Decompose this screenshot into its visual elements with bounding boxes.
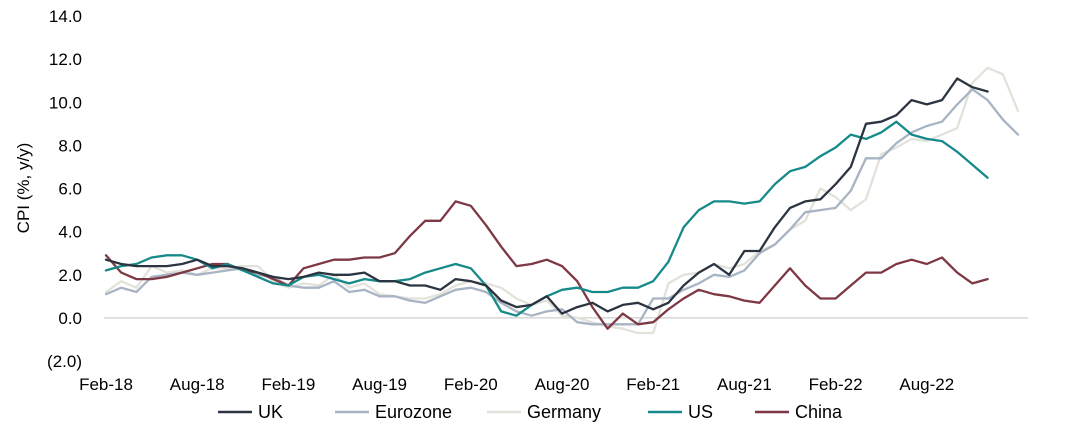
y-tick-label: 0.0 <box>58 309 82 328</box>
x-tick-label: Aug-19 <box>352 375 407 394</box>
x-tick-label: Feb-20 <box>444 375 498 394</box>
legend-item-us: US <box>648 402 713 422</box>
series-lines <box>104 66 1020 335</box>
x-tick-label: Aug-22 <box>899 375 954 394</box>
y-tick-label: 4.0 <box>58 223 82 242</box>
y-tick-label: 12.0 <box>49 50 82 69</box>
x-axis-ticks: Feb-18 Aug-18 Feb-19 Aug-19 Feb-20 Aug-20 Feb-… <box>79 375 954 394</box>
x-tick-label: Feb-19 <box>261 375 315 394</box>
x-tick-label: Feb-22 <box>809 375 863 394</box>
y-tick-label: 6.0 <box>58 180 82 199</box>
x-tick-label: Aug-20 <box>535 375 590 394</box>
legend-item-germany: Germany <box>487 402 601 422</box>
series-line-china <box>104 200 989 330</box>
series-line-eurozone <box>104 88 1020 326</box>
legend-item-eurozone: Eurozone <box>335 402 452 422</box>
y-tick-label: 2.0 <box>58 266 82 285</box>
y-tick-label: 10.0 <box>49 93 82 112</box>
series-line-uk <box>104 77 989 315</box>
legend-label: China <box>795 402 843 422</box>
legend-item-china: China <box>755 402 843 422</box>
legend-label: US <box>688 402 713 422</box>
y-tick-label: (2.0) <box>47 352 82 371</box>
y-tick-label: 8.0 <box>58 136 82 155</box>
y-axis-label: CPI (%, y/y) <box>14 143 33 234</box>
y-tick-label: 14.0 <box>49 7 82 26</box>
legend-label: UK <box>258 402 283 422</box>
x-tick-label: Aug-18 <box>170 375 225 394</box>
x-tick-label: Aug-21 <box>717 375 772 394</box>
legend-label: Eurozone <box>375 402 452 422</box>
legend-label: Germany <box>527 402 601 422</box>
series-line-germany <box>104 66 1020 335</box>
x-tick-label: Feb-18 <box>79 375 133 394</box>
x-tick-label: Feb-21 <box>626 375 680 394</box>
y-axis-ticks: 14.0 12.0 10.0 8.0 6.0 4.0 2.0 0.0 (2.0) <box>47 7 82 371</box>
legend-item-uk: UK <box>218 402 283 422</box>
legend: UK Eurozone Germany US China <box>218 402 843 422</box>
